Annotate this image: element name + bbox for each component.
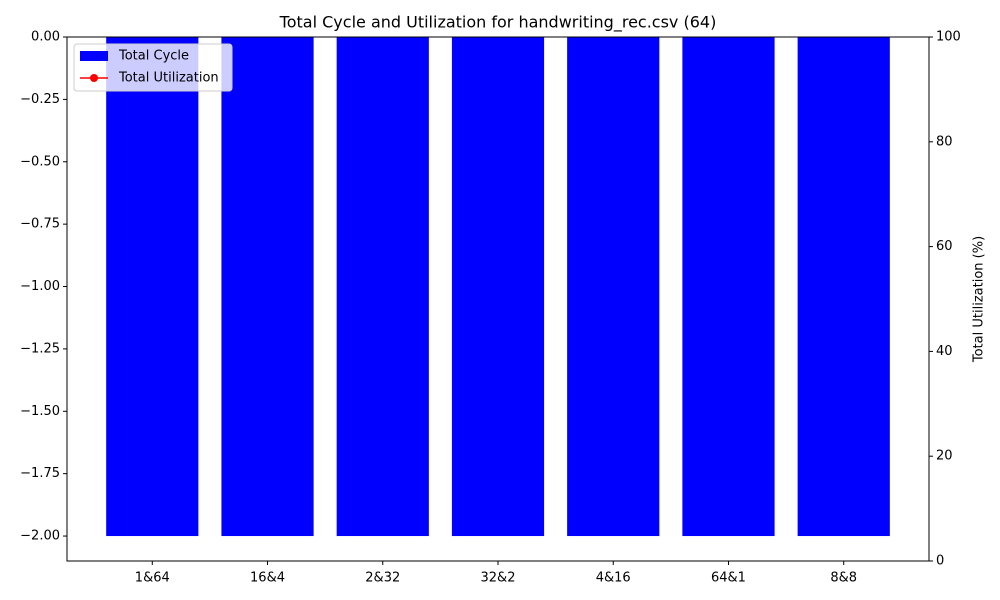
y2-tick-label: 0 (936, 554, 944, 569)
y2-tick-label: 80 (936, 134, 953, 149)
bar (336, 37, 429, 537)
bar (797, 37, 890, 537)
x-tick-label: 16&4 (250, 571, 285, 586)
x-tick-label: 1&64 (135, 571, 170, 586)
bar (567, 37, 660, 537)
y2-tick-label: 100 (936, 30, 961, 45)
chart-title: Total Cycle and Utilization for handwrit… (279, 13, 717, 33)
bar (451, 37, 545, 537)
legend-box (73, 43, 233, 92)
y-tick-label: −0.25 (20, 92, 60, 107)
legend-swatch (80, 51, 108, 61)
y2-axis-label: Total Utilization (%) (972, 236, 987, 363)
legend-marker (90, 74, 98, 82)
legend-label: Total Utilization (118, 71, 219, 86)
y-tick-label: 0.00 (31, 30, 60, 45)
legend: Total Cycle Total Utilization (73, 43, 233, 92)
x-tick-label: 64&1 (711, 571, 746, 586)
bar (682, 37, 775, 537)
y-tick-label: −1.00 (20, 279, 60, 294)
bar (106, 37, 199, 537)
x-tick-label: 32&2 (481, 571, 516, 586)
legend-label: Total Cycle (118, 49, 189, 64)
x-tick-label: 2&32 (365, 571, 400, 586)
x-tick-label: 4&16 (596, 571, 631, 586)
y-tick-label: −1.25 (20, 341, 60, 356)
y-tick-label: −0.50 (20, 154, 60, 169)
bar (221, 37, 314, 537)
y-tick-label: −1.50 (20, 404, 60, 419)
y-tick-label: −2.00 (20, 529, 60, 544)
y-tick-label: −0.75 (20, 217, 60, 232)
y2-tick-label: 20 (936, 449, 953, 464)
y-tick-label: −1.75 (20, 466, 60, 481)
x-tick-label: 8&8 (830, 571, 857, 586)
y2-tick-label: 40 (936, 344, 953, 359)
y2-tick-label: 60 (936, 239, 953, 254)
